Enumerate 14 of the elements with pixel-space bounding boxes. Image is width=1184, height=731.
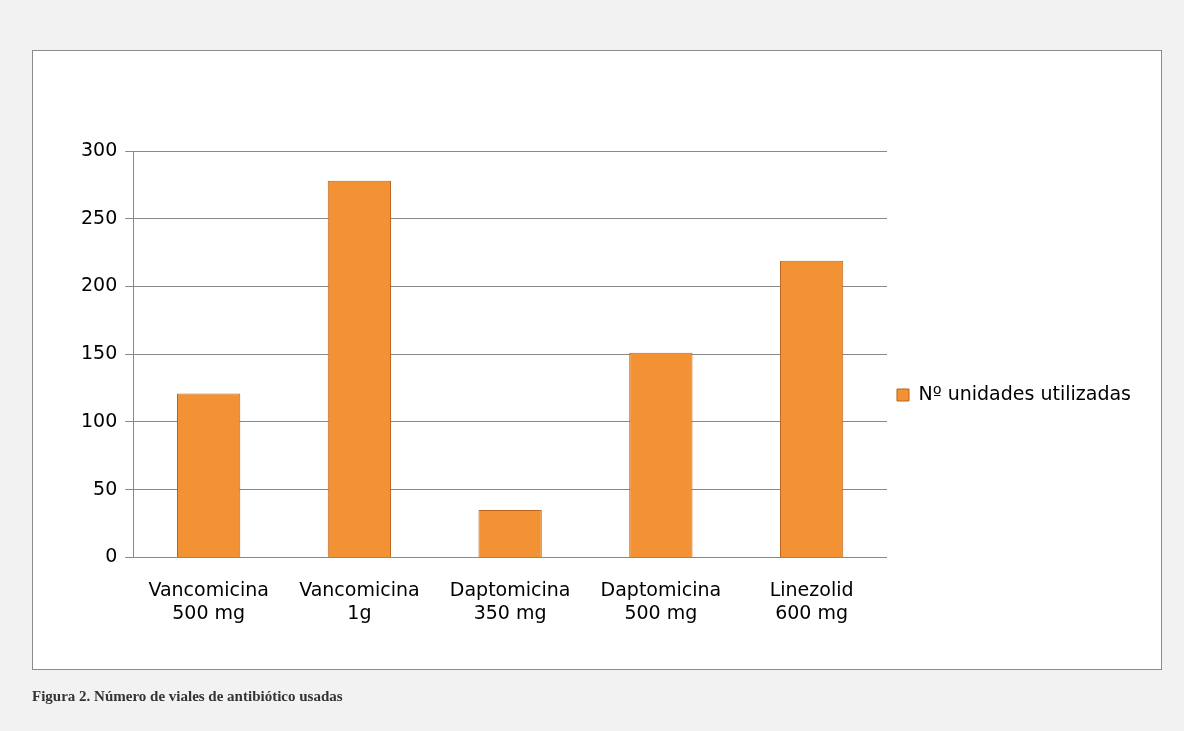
y-tick-label: 50 — [93, 476, 118, 499]
x-tick-label: Daptomicina 350 mg — [449, 577, 571, 623]
y-tick-label: 300 — [81, 137, 118, 160]
y-tick-label: 150 — [81, 341, 118, 364]
y-tick-label: 250 — [81, 205, 118, 228]
y-tick-label: 0 — [105, 544, 118, 567]
x-tick-label: Daptomicina 500 mg — [600, 577, 722, 623]
y-tick-label: 100 — [81, 408, 118, 431]
text: Figura 2. Número de viales de antibiótico usadas — [32, 688, 343, 705]
y-tick-label: 200 — [81, 273, 118, 296]
x-tick-label: Vancomicina 500 mg — [148, 577, 269, 623]
x-tick-label: Vancomicina 1g — [299, 577, 420, 623]
legend-label: Nº unidades utilizadas — [918, 381, 1132, 404]
x-tick-label: Linezolid 600 mg — [769, 577, 854, 623]
